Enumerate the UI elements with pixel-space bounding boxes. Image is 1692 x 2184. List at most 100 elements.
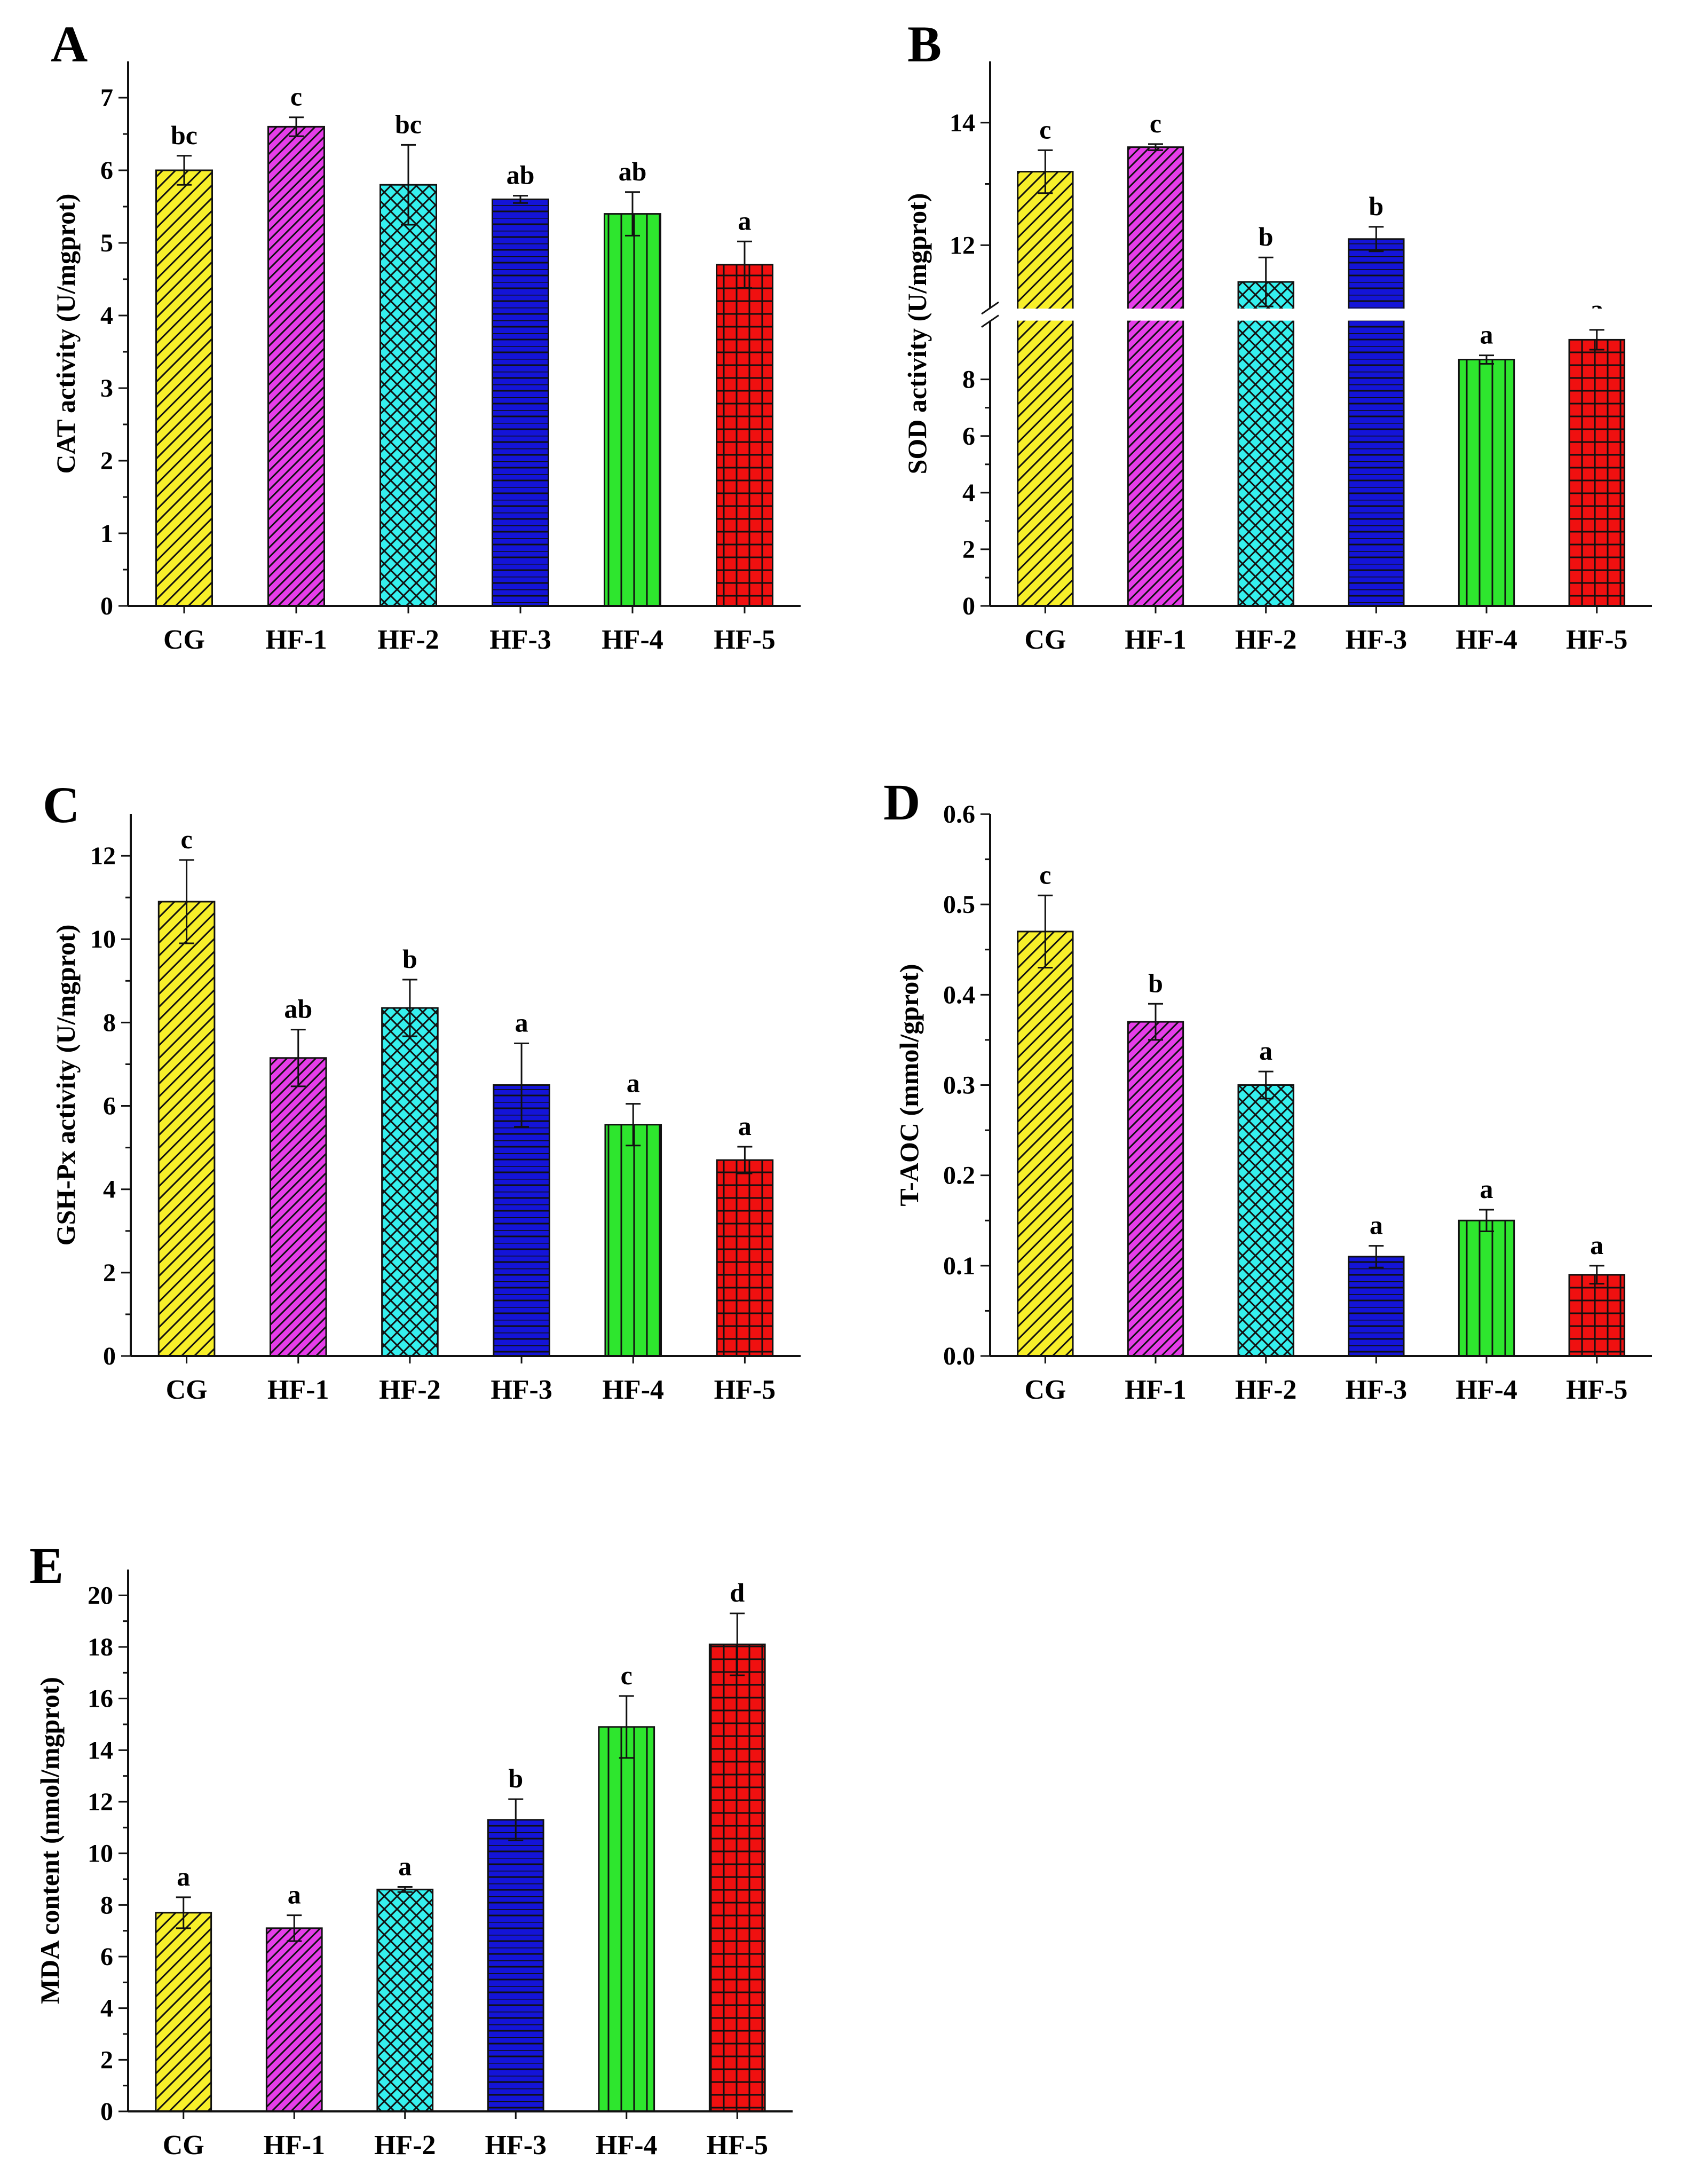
y-tick-label: 0.4	[943, 981, 975, 1009]
significance-label: b	[1369, 191, 1383, 221]
y-tick-label: 0.6	[943, 800, 975, 829]
x-tick-label: HF-5	[714, 1375, 776, 1405]
significance-label: c	[1039, 860, 1051, 889]
y-axis-title: MDA content (nmol/mgprot)	[35, 1677, 65, 2004]
bar-hf-5	[716, 1159, 774, 1357]
bar-cg	[155, 169, 213, 607]
x-tick-label: HF-4	[602, 1375, 664, 1405]
y-tick-label: 1	[100, 519, 113, 548]
y-tick-label: 14	[950, 109, 975, 137]
y-tick-label: 0	[100, 2098, 113, 2126]
bar-hf-4	[604, 213, 661, 607]
y-tick-label: 6	[103, 1092, 116, 1121]
significance-label: ab	[507, 160, 535, 190]
y-tick-label: 0.2	[943, 1162, 975, 1190]
y-tick-label: 2	[100, 447, 113, 475]
y-tick-label: 14	[88, 1736, 113, 1764]
x-tick-label: CG	[163, 625, 205, 655]
y-tick-label: 18	[88, 1633, 113, 1661]
bar-cg	[1017, 931, 1074, 1357]
y-axis-title: GSH-Px activity (U/mgprot)	[51, 925, 81, 1246]
axis-break-gap	[987, 309, 1655, 321]
bar-hf-1	[269, 1057, 327, 1357]
bar-hf-3	[1348, 1256, 1405, 1357]
significance-label: a	[1590, 1230, 1603, 1260]
x-tick-label: HF-4	[1456, 625, 1517, 655]
x-tick-label: HF-1	[1125, 625, 1187, 655]
y-tick-label: 3	[100, 374, 113, 403]
x-tick-label: HF-2	[374, 2130, 436, 2161]
bar-hf-2	[1237, 1084, 1294, 1357]
significance-label: d	[730, 1578, 745, 1607]
y-tick-label: 20	[88, 1581, 113, 1610]
significance-label: a	[288, 1880, 301, 1910]
y-axis-title: CAT activity (U/mgprot)	[51, 194, 81, 474]
bar-cg	[155, 1912, 212, 2112]
x-tick-label: HF-1	[267, 1375, 329, 1405]
y-tick-label: 2	[100, 2046, 113, 2074]
significance-label: a	[627, 1068, 640, 1098]
significance-label: a	[398, 1851, 412, 1881]
chart-panel-a: A CAT activity (U/mgprot) bc CG c HF-1 bc HF-2 a…	[51, 15, 801, 655]
y-tick-label: 8	[962, 366, 975, 394]
bar-hf-5	[708, 1643, 766, 2112]
bar-hf-4	[598, 1726, 655, 2112]
significance-label: b	[508, 1763, 523, 1793]
y-tick-label: 5	[100, 229, 113, 257]
y-tick-label: 16	[88, 1685, 113, 1713]
x-tick-label: HF-2	[1235, 1375, 1297, 1405]
y-tick-label: 7	[100, 84, 113, 112]
y-tick-label: 4	[100, 1994, 113, 2023]
significance-label: bc	[395, 109, 422, 139]
x-tick-label: HF-3	[491, 1375, 552, 1405]
x-tick-label: HF-3	[485, 2130, 547, 2161]
significance-label: a	[738, 206, 752, 235]
y-tick-label: 2	[103, 1259, 116, 1287]
y-tick-label: 6	[962, 422, 975, 451]
significance-label: a	[177, 1862, 190, 1891]
bar-cg	[1017, 171, 1074, 607]
y-tick-label: 0	[962, 592, 975, 620]
bar-hf-4	[604, 1124, 662, 1357]
x-tick-label: HF-4	[596, 2130, 658, 2161]
y-tick-label: 4	[103, 1176, 116, 1204]
significance-label: a	[1480, 320, 1493, 350]
y-tick-label: 4	[100, 302, 113, 330]
significance-label: a	[1259, 1036, 1272, 1066]
bar-hf-5	[1568, 1274, 1625, 1357]
panel-letter: D	[883, 774, 920, 831]
bar-hf-2	[379, 184, 437, 607]
significance-label: b	[1148, 968, 1163, 998]
panel-letter: C	[43, 776, 80, 833]
x-tick-label: HF-2	[379, 1375, 441, 1405]
significance-label: c	[1039, 114, 1051, 144]
bar-hf-2	[381, 1007, 439, 1357]
y-tick-label: 0	[103, 1342, 116, 1370]
y-tick-label: 12	[90, 842, 116, 870]
y-tick-label: 2	[962, 535, 975, 564]
y-tick-label: 6	[100, 1943, 113, 1971]
x-tick-label: CG	[166, 1375, 208, 1405]
x-tick-label: HF-2	[1235, 625, 1297, 655]
y-tick-label: 8	[103, 1008, 116, 1037]
x-tick-label: CG	[163, 2130, 204, 2161]
y-tick-label: 12	[88, 1788, 113, 1816]
significance-label: a	[1480, 1174, 1493, 1204]
bar-hf-3	[493, 1084, 550, 1357]
bar-hf-3	[492, 198, 549, 607]
panel-letter: B	[907, 15, 942, 73]
chart-panel-e: E MDA content (nmol/mgprot) a CG a HF-1 a HF-2 b…	[29, 1537, 793, 2161]
bar-hf-1	[267, 125, 325, 607]
y-tick-label: 12	[950, 231, 975, 259]
y-tick-label: 8	[100, 1891, 113, 1919]
chart-panel-b: B SOD activity (U/mgprot) c CG c HF-1 b HF-2 b HF…	[902, 15, 1655, 655]
significance-label: c	[180, 824, 192, 854]
significance-label: c	[290, 82, 302, 112]
bar-cg	[157, 901, 216, 1357]
significance-label: c	[1150, 108, 1161, 138]
x-tick-label: HF-4	[602, 625, 663, 655]
x-tick-label: CG	[1024, 1375, 1066, 1405]
bar-hf-5	[716, 264, 773, 607]
x-tick-label: HF-3	[1346, 1375, 1408, 1405]
